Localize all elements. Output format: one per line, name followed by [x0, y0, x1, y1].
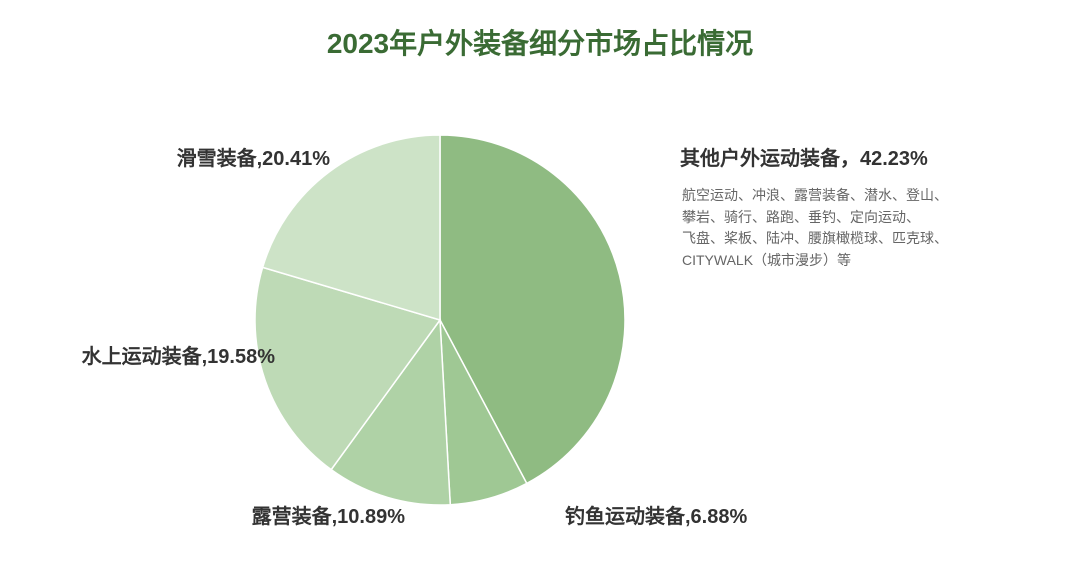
subtext-line: 攀岩、骑行、路跑、垂钓、定向运动、 [682, 209, 920, 225]
label-fishing: 钓鱼运动装备,6.88% [565, 500, 747, 529]
label-camping: 露营装备,10.89% [252, 500, 405, 529]
label-water: 水上运动装备,19.58% [82, 340, 275, 369]
pie-chart [255, 135, 625, 505]
label-other: 其他户外运动装备，42.23% [680, 142, 928, 171]
label-ski: 滑雪装备,20.41% [177, 142, 330, 171]
chart-container: 2023年户外装备细分市场占比情况 其他户外运动装备，42.23% 钓鱼运动装备… [0, 0, 1080, 561]
subtext-line: CITYWALK（城市漫步）等 [682, 252, 851, 268]
chart-title: 2023年户外装备细分市场占比情况 [0, 22, 1080, 62]
pie-svg [255, 135, 625, 505]
subtext-line: 航空运动、冲浪、露营装备、潜水、登山、 [682, 187, 948, 203]
subtext-line: 飞盘、桨板、陆冲、腰旗橄榄球、匹克球、 [682, 230, 948, 246]
label-other-subtext: 航空运动、冲浪、露营装备、潜水、登山、攀岩、骑行、路跑、垂钓、定向运动、飞盘、桨… [682, 185, 948, 272]
